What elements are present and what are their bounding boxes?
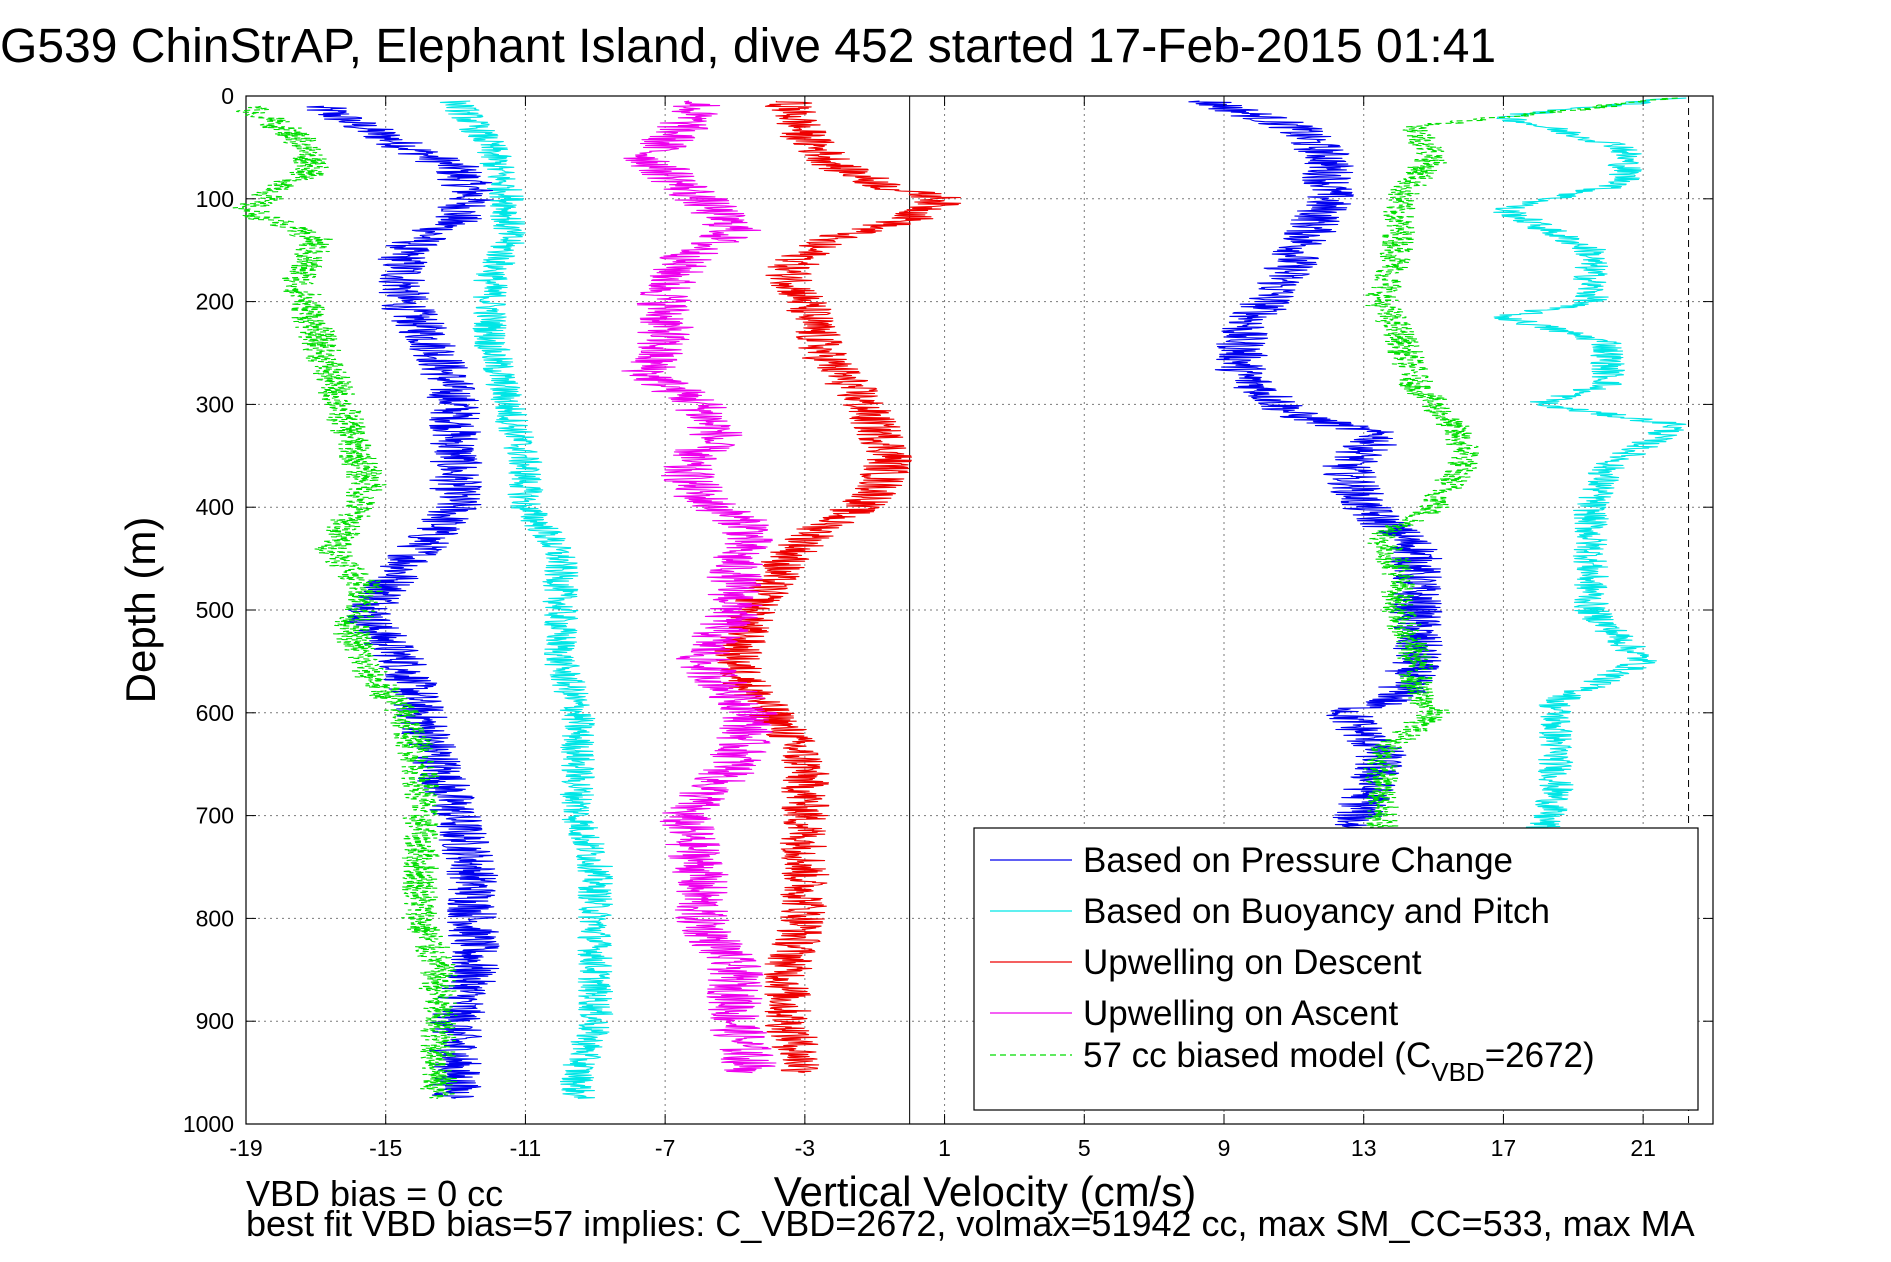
chart-title: G539 ChinStrAP, Elephant Island, dive 45… <box>0 20 1496 73</box>
series-line <box>439 100 614 1099</box>
y-tick-label: 600 <box>196 700 234 726</box>
legend-entry: Upwelling on Descent <box>1083 943 1422 982</box>
y-tick-label: 1000 <box>183 1111 234 1137</box>
series-line <box>714 100 962 1074</box>
y-tick-label: 700 <box>196 803 234 829</box>
y-tick-label: 500 <box>196 597 234 623</box>
x-tick-label: -7 <box>655 1135 675 1161</box>
series-line <box>1188 100 1443 837</box>
x-tick-label: -3 <box>795 1135 815 1161</box>
x-tick-label: -15 <box>369 1135 402 1161</box>
x-tick-label: 5 <box>1078 1135 1091 1161</box>
x-tick-label: 13 <box>1351 1135 1377 1161</box>
legend-entry: 57 cc biased model (CVBD=2672) <box>1083 1036 1595 1087</box>
x-tick-label: -19 <box>229 1135 262 1161</box>
x-tick-label: 9 <box>1218 1135 1231 1161</box>
series-line <box>306 105 500 1099</box>
legend-box <box>973 827 1699 1111</box>
legend: Based on Pressure Change Based on Buoyanc… <box>973 827 1699 1111</box>
vbd-bias-note: VBD bias = 0 cc <box>246 1173 504 1214</box>
x-tick-label: -11 <box>510 1135 542 1161</box>
y-tick-label: 100 <box>196 186 234 212</box>
x-tick-label: 1 <box>938 1135 951 1161</box>
y-tick-label: 300 <box>196 391 234 417</box>
y-axis-label: Depth (m) <box>117 517 164 704</box>
y-tick-label: 800 <box>196 905 234 931</box>
y-tick-label: 400 <box>196 494 234 520</box>
series-line <box>232 105 458 1099</box>
y-tick-label: 200 <box>196 289 234 315</box>
x-axis-label: Vertical Velocity (cm/s) <box>774 1168 1196 1215</box>
y-tick-label: 0 <box>221 83 234 109</box>
legend-entry: Based on Pressure Change <box>1083 841 1513 880</box>
series-line <box>621 100 778 1074</box>
legend-entry: Based on Buoyancy and Pitch <box>1083 892 1550 931</box>
data-series <box>232 97 1687 1099</box>
y-tick-label: 900 <box>196 1008 234 1034</box>
series-line <box>1363 97 1678 837</box>
legend-entry: Upwelling on Ascent <box>1083 994 1398 1033</box>
x-tick-label: 17 <box>1491 1135 1517 1161</box>
series-line <box>1493 97 1687 837</box>
x-tick-label: 21 <box>1630 1135 1656 1161</box>
best-fit-note: best fit VBD bias=57 implies: C_VBD=2672… <box>246 1203 1695 1244</box>
axis-ticks: -19 -15 -11 -7 -3 1 5 9 13 17 21 0 100 200 300 400 500 60… <box>183 83 1713 1161</box>
